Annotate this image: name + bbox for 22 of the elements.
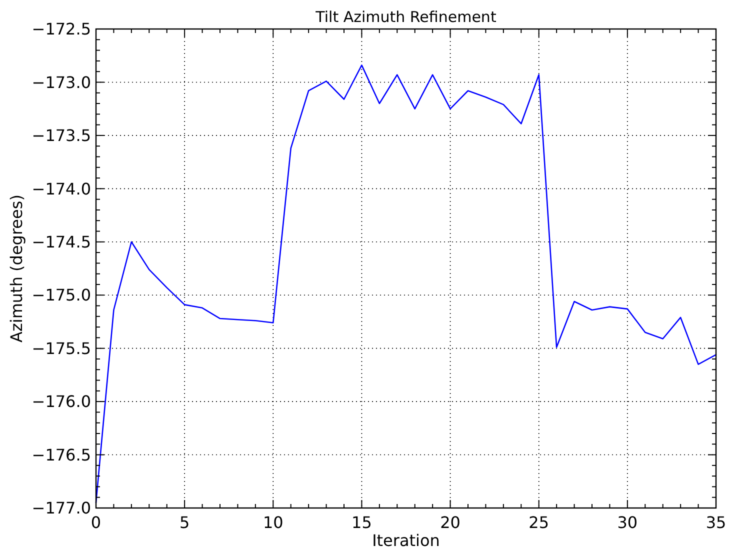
x-tick-label: 20 xyxy=(440,513,460,532)
line-series xyxy=(95,64,717,504)
y-axis-title: Azimuth (degrees) xyxy=(7,194,26,342)
y-tick-label: −173.5 xyxy=(32,126,91,146)
y-tick-label: −176.0 xyxy=(32,392,91,412)
y-tick-label: −174.0 xyxy=(32,179,91,198)
x-tick-label: 15 xyxy=(352,513,372,532)
y-tick-label: −176.5 xyxy=(32,445,91,464)
x-tick-label: 25 xyxy=(528,513,550,532)
y-tick-label: −177.0 xyxy=(32,498,91,518)
y-tick-label: −172.5 xyxy=(32,20,91,39)
x-axis-title: Iteration xyxy=(372,531,440,550)
y-tick-label: −174.5 xyxy=(32,232,91,252)
x-tick-label: 10 xyxy=(262,513,284,532)
x-tick-label: 30 xyxy=(617,513,638,532)
x-tick-label: 0 xyxy=(90,513,102,532)
x-tick-label: 5 xyxy=(179,513,190,532)
y-tick-label: −173.0 xyxy=(32,72,91,92)
x-tick-label: 35 xyxy=(706,513,726,532)
chart-title: Tilt Azimuth Refinement xyxy=(314,8,496,26)
y-tick-label: −175.5 xyxy=(32,338,91,358)
y-tick-label: −175.0 xyxy=(32,286,91,305)
